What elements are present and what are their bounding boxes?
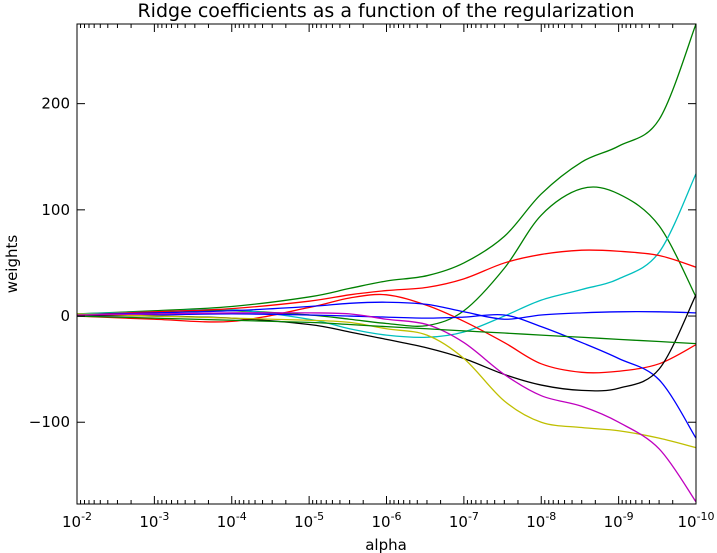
chart-title: Ridge coefficients as a function of the … [137, 0, 634, 22]
x-tick-label: 10-7 [449, 510, 479, 531]
x-axis-label: alpha [365, 536, 407, 553]
x-tick-label: 10-6 [371, 510, 401, 531]
x-tick-label-base: 10 [449, 513, 468, 531]
x-tick-label: 10-9 [604, 510, 634, 531]
x-tick-label-exponent: -2 [81, 510, 92, 523]
series-line-1 [76, 23, 697, 315]
series-line-11 [76, 315, 697, 345]
y-tick-label: 200 [41, 95, 70, 113]
y-tick-label: 0 [60, 307, 70, 325]
x-tick-label-exponent: -10 [697, 510, 715, 523]
x-tick-label-base: 10 [677, 513, 696, 531]
series-line-6 [76, 301, 697, 320]
series-line-3 [76, 173, 697, 339]
series-line-7 [76, 313, 697, 439]
x-tick-label: 10-4 [217, 510, 247, 531]
x-tick-label-base: 10 [526, 513, 545, 531]
x-tick-label-exponent: -5 [313, 510, 324, 523]
series-line-4 [76, 249, 697, 316]
y-tick-label: −100 [29, 413, 70, 431]
x-tick-label: 10-10 [677, 510, 714, 531]
plot-lines [76, 23, 697, 503]
series-line-5 [76, 293, 697, 374]
x-tick-label-base: 10 [371, 513, 390, 531]
x-tick-label-exponent: -9 [623, 510, 634, 523]
axis-ticks: 10-2 10-3 10-4 10-5 10-6 10-7 10-8 10-9 10-10200… [29, 24, 715, 531]
x-tick-label-base: 10 [139, 513, 158, 531]
x-tick-label: 10-3 [139, 510, 169, 531]
series-line-9 [76, 313, 697, 449]
x-tick-label-base: 10 [294, 513, 313, 531]
x-tick-label-exponent: -3 [158, 510, 169, 523]
x-tick-label: 10-2 [62, 510, 92, 531]
x-tick-label-exponent: -4 [236, 510, 247, 523]
y-axis-label: weights [3, 235, 21, 294]
x-tick-label-base: 10 [217, 513, 236, 531]
x-tick-label-exponent: -7 [468, 510, 479, 523]
x-tick-label-exponent: -8 [545, 510, 556, 523]
x-tick-label: 10-5 [294, 510, 324, 531]
x-tick-label: 10-8 [526, 510, 556, 531]
x-tick-label-exponent: -6 [391, 510, 402, 523]
y-tick-label: 100 [41, 201, 70, 219]
x-tick-label-base: 10 [604, 513, 623, 531]
x-tick-label-base: 10 [62, 513, 81, 531]
